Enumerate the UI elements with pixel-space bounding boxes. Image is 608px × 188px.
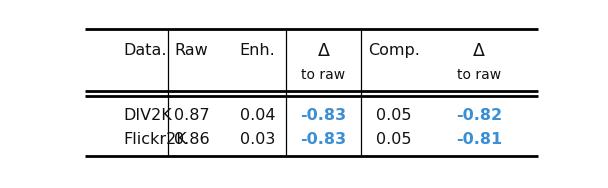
Text: Flickr2K: Flickr2K <box>123 132 187 147</box>
Text: 0.05: 0.05 <box>376 132 412 147</box>
Text: to raw: to raw <box>302 68 345 82</box>
Text: Δ: Δ <box>473 42 485 60</box>
Text: 0.87: 0.87 <box>174 108 209 124</box>
Text: -0.83: -0.83 <box>300 132 347 147</box>
Text: 0.05: 0.05 <box>376 108 412 124</box>
Text: 0.03: 0.03 <box>240 132 275 147</box>
Text: 0.04: 0.04 <box>240 108 275 124</box>
Text: DIV2K: DIV2K <box>123 108 172 124</box>
Text: -0.83: -0.83 <box>300 108 347 124</box>
Text: Raw: Raw <box>174 43 209 58</box>
Text: 0.86: 0.86 <box>174 132 209 147</box>
Text: Δ: Δ <box>317 42 330 60</box>
Text: Enh.: Enh. <box>240 43 275 58</box>
Text: to raw: to raw <box>457 68 501 82</box>
Text: -0.81: -0.81 <box>456 132 502 147</box>
Text: Data.: Data. <box>123 43 167 58</box>
Text: Comp.: Comp. <box>368 43 420 58</box>
Text: -0.82: -0.82 <box>456 108 502 124</box>
